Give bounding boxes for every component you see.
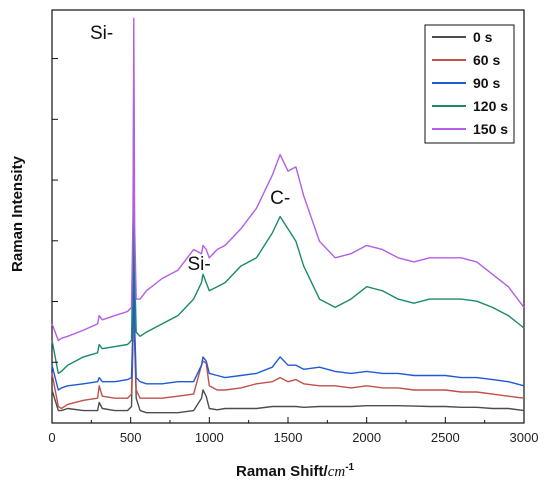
peak-annotation: C- [270, 188, 290, 209]
legend-label: 60 s [473, 52, 500, 68]
legend-label: 90 s [473, 75, 500, 91]
legend-label: 0 s [473, 29, 493, 45]
x-tick-label: 0 [48, 430, 55, 445]
legend-label: 120 s [473, 98, 508, 114]
x-tick-label: 3000 [510, 430, 539, 445]
y-axis-title: Raman Intensity [9, 155, 26, 272]
series-line-150s [51, 17, 525, 342]
legend: 0 s 60 s 90 s 120 s 150 s [424, 24, 515, 144]
peak-annotations: Si- Si- C- [90, 23, 290, 275]
x-tick-label: 500 [120, 430, 142, 445]
series-line-0s [51, 153, 525, 414]
x-axis-ticks: 0 500 1000 1500 2000 2500 3000 [48, 417, 538, 445]
x-tick-label: 1500 [274, 430, 303, 445]
series-line-60s [51, 133, 525, 410]
x-axis-title: Raman Shift/cm-1 [236, 462, 355, 480]
x-axis-unit-exponent: -1 [345, 462, 354, 473]
peak-annotation: Si- [90, 23, 113, 44]
x-tick-label: 2500 [431, 430, 460, 445]
y-axis-ticks [52, 58, 58, 424]
legend-label: 150 s [473, 121, 508, 137]
series-line-120s [51, 71, 525, 375]
x-tick-label: 2000 [352, 430, 381, 445]
series-line-90s [51, 124, 525, 391]
series-lines [51, 17, 525, 414]
x-axis-unit: cm [328, 464, 346, 480]
x-tick-label: 1000 [195, 430, 224, 445]
peak-annotation: Si- [187, 254, 210, 275]
